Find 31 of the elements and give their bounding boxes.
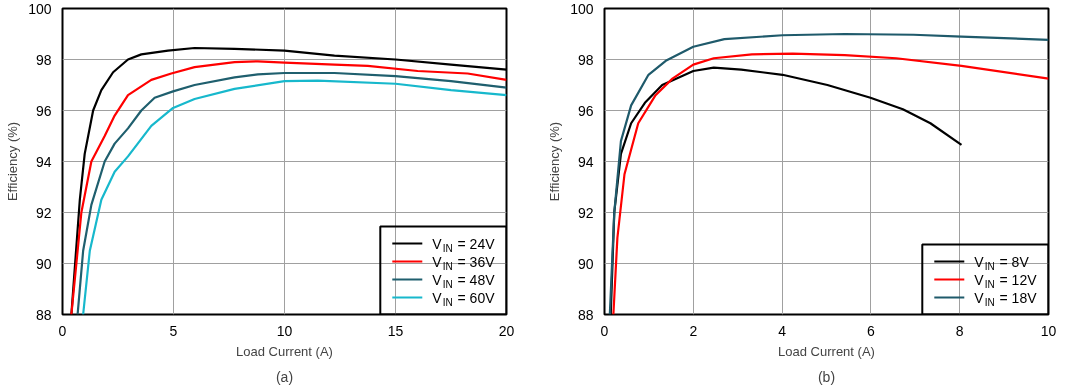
- y-tick-label: 90: [35, 255, 52, 272]
- y-tick-label: 96: [35, 102, 52, 119]
- x-tick-label: 4: [778, 322, 787, 339]
- y-tick-label: 100: [570, 0, 594, 17]
- x-tick-label: 10: [276, 322, 293, 339]
- x-tick-label: 5: [169, 322, 178, 339]
- x-tick-label: 10: [1040, 322, 1057, 339]
- x-axis-title: Load Current (A): [778, 343, 875, 359]
- y-tick-label: 90: [577, 255, 594, 272]
- x-axis-title: Load Current (A): [236, 343, 333, 359]
- x-tick-label: 20: [498, 322, 515, 339]
- y-tick-label: 92: [577, 204, 594, 221]
- text: (b): [817, 368, 836, 385]
- y-tick-label: 88: [577, 306, 594, 323]
- x-tick-label: 15: [387, 322, 404, 339]
- x-tick-label: 8: [955, 322, 964, 339]
- y-axis-title: Efficiency (%): [547, 121, 563, 202]
- y-tick-label: 98: [35, 51, 52, 68]
- y-tick-label: 94: [35, 153, 52, 170]
- x-tick-label: 0: [58, 322, 67, 339]
- x-tick-label: 0: [600, 322, 609, 339]
- y-tick-label: 98: [577, 51, 594, 68]
- x-tick-label: 2: [689, 322, 698, 339]
- y-axis-title: Efficiency (%): [5, 121, 21, 202]
- y-tick-label: 88: [35, 306, 52, 323]
- y-tick-label: 96: [577, 102, 594, 119]
- y-tick-label: 94: [577, 153, 594, 170]
- x-tick-label: 6: [867, 322, 876, 339]
- y-tick-label: 92: [35, 204, 52, 221]
- text: (a): [275, 368, 294, 385]
- y-tick-label: 100: [28, 0, 52, 17]
